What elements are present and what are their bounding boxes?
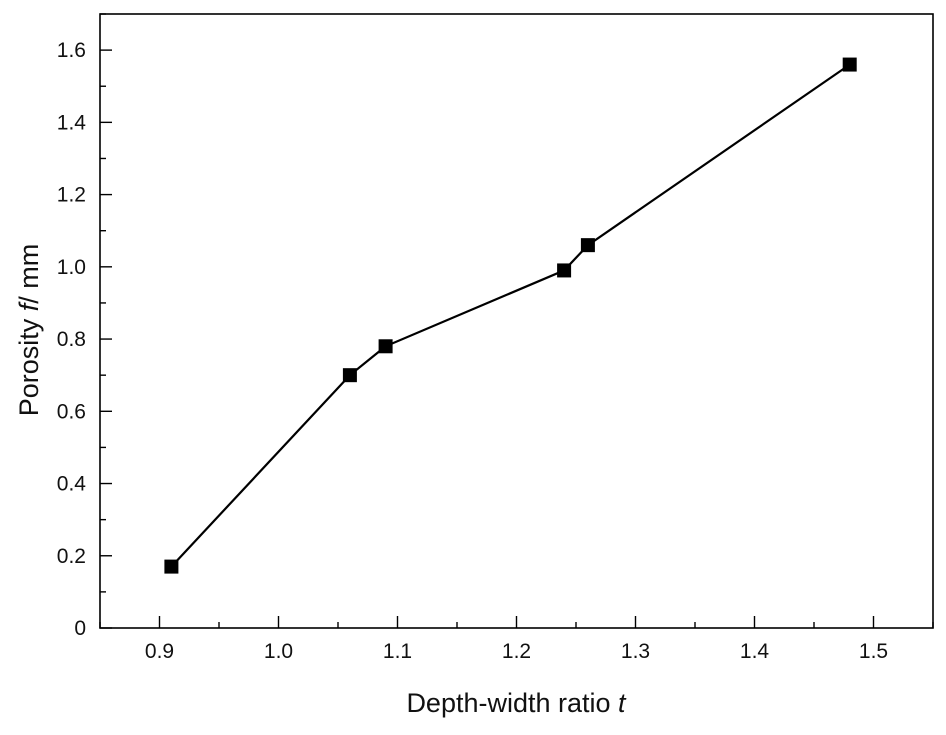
data-point — [342, 368, 357, 383]
y-axis-label: Porosity f/ mm — [14, 244, 44, 417]
y-tick-label: 0.4 — [57, 473, 87, 496]
data-point — [378, 339, 393, 354]
y-axis-label-var: f — [14, 301, 44, 311]
y-axis-ticks: 0 0.2 0.4 0.6 0.8 1.0 1.2 1.4 1.6 — [57, 13, 112, 640]
y-tick-label: 1.4 — [57, 111, 87, 134]
x-tick-label: 1.0 — [264, 640, 293, 663]
x-tick-label: 1.4 — [740, 640, 770, 663]
y-tick-label: 0 — [74, 617, 86, 640]
y-axis-label-unit: / mm — [14, 244, 44, 304]
series-line — [170, 63, 851, 568]
y-axis-label-text: Porosity — [14, 311, 44, 416]
x-tick-label: 0.9 — [145, 640, 174, 663]
x-tick-label: 1.2 — [502, 640, 531, 663]
y-tick-label: 1.0 — [57, 256, 86, 279]
data-point — [580, 238, 595, 253]
x-axis-label: Depth-width ratio t — [406, 688, 627, 718]
x-axis-label-text: Depth-width ratio — [406, 688, 618, 718]
x-tick-label: 1.5 — [859, 640, 888, 663]
data-point — [164, 559, 179, 574]
x-axis-ticks: 0.9 1.0 1.1 1.2 1.3 1.4 1.5 — [99, 616, 934, 663]
y-tick-label: 0.2 — [57, 545, 86, 568]
y-tick-label: 0.6 — [57, 400, 86, 423]
y-tick-label: 1.6 — [57, 39, 86, 62]
data-markers — [164, 57, 857, 574]
x-axis-label-var: t — [618, 688, 627, 718]
x-tick-label: 1.1 — [383, 640, 412, 663]
data-point — [557, 263, 572, 278]
data-point — [842, 57, 857, 72]
plot-area — [99, 13, 934, 629]
y-tick-label: 1.2 — [57, 184, 86, 207]
y-tick-label: 0.8 — [57, 328, 86, 351]
x-tick-label: 1.3 — [621, 640, 650, 663]
